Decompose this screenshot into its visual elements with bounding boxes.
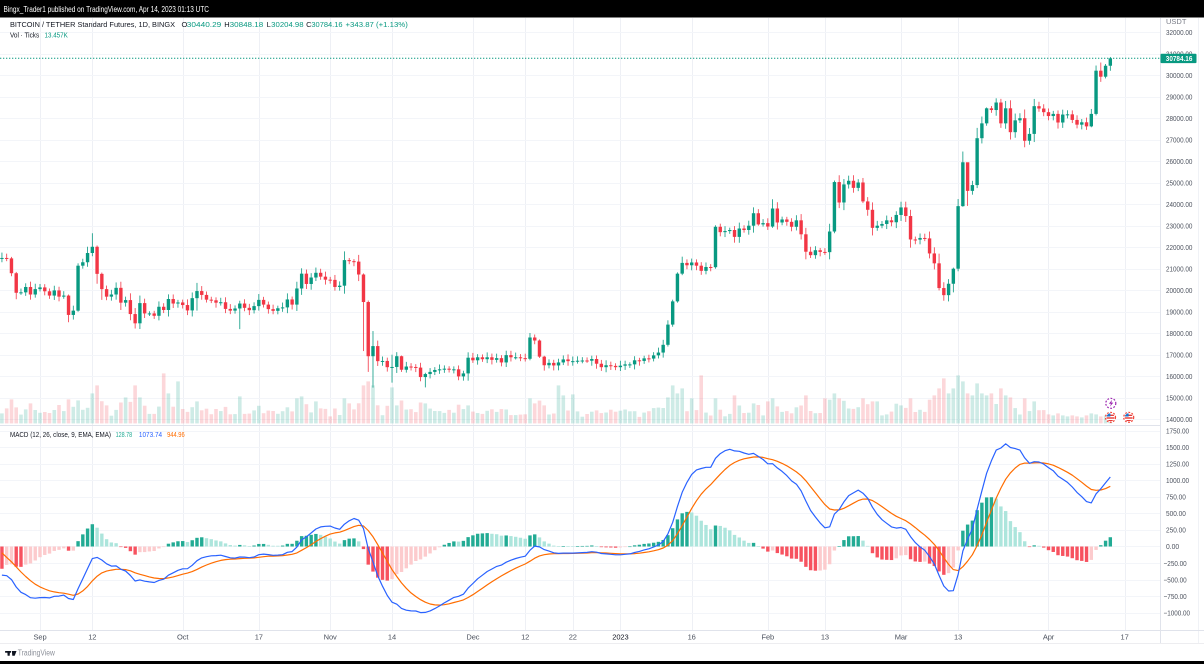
svg-text:500.00: 500.00 <box>1166 509 1186 518</box>
svg-text:16: 16 <box>688 633 696 642</box>
svg-text:14: 14 <box>388 633 396 642</box>
svg-text:17: 17 <box>1121 633 1129 642</box>
svg-text:21000.00: 21000.00 <box>1166 264 1192 273</box>
svg-text:22000.00: 22000.00 <box>1166 243 1192 252</box>
svg-text:20000.00: 20000.00 <box>1166 286 1192 295</box>
svg-text:O: O <box>182 20 188 29</box>
svg-text:32000.00: 32000.00 <box>1166 28 1192 37</box>
svg-text:−1000.00: −1000.00 <box>1164 608 1190 617</box>
svg-text:L: L <box>267 20 271 29</box>
svg-text:15000.00: 15000.00 <box>1166 393 1192 402</box>
svg-text:128.78: 128.78 <box>116 430 133 439</box>
svg-text:30000.00: 30000.00 <box>1166 71 1192 80</box>
svg-text:29000.00: 29000.00 <box>1166 92 1192 101</box>
svg-text:+343.87 (+1.13%): +343.87 (+1.13%) <box>346 20 409 29</box>
svg-text:22: 22 <box>569 633 577 642</box>
svg-text:17: 17 <box>255 633 263 642</box>
svg-text:H: H <box>224 20 229 29</box>
svg-text:Vol · Ticks: Vol · Ticks <box>10 31 39 40</box>
svg-text:24000.00: 24000.00 <box>1166 200 1192 209</box>
svg-text:Dec: Dec <box>466 633 479 642</box>
svg-text:250.00: 250.00 <box>1166 526 1186 535</box>
svg-text:13: 13 <box>954 633 962 642</box>
svg-text:USDT: USDT <box>1166 17 1187 26</box>
svg-text:Mar: Mar <box>895 633 908 642</box>
svg-text:MACD (12, 26, close, 9, EMA, E: MACD (12, 26, close, 9, EMA, EMA) <box>10 430 111 439</box>
svg-text:Bingx_Trader1 published on Tra: Bingx_Trader1 published on TradingView.c… <box>4 5 210 14</box>
svg-text:Feb: Feb <box>761 633 774 642</box>
svg-text:13: 13 <box>821 633 829 642</box>
svg-text:26000.00: 26000.00 <box>1166 157 1192 166</box>
svg-text:C: C <box>306 20 312 29</box>
svg-text:30848.18: 30848.18 <box>230 20 264 29</box>
svg-text:14000.00: 14000.00 <box>1166 415 1192 424</box>
svg-text:25000.00: 25000.00 <box>1166 178 1192 187</box>
svg-text:13.457K: 13.457K <box>45 31 68 40</box>
svg-text:−500.00: −500.00 <box>1164 575 1187 584</box>
svg-text:12: 12 <box>521 633 529 642</box>
svg-text:−250.00: −250.00 <box>1164 559 1187 568</box>
svg-text:28000.00: 28000.00 <box>1166 114 1192 123</box>
svg-text:23000.00: 23000.00 <box>1166 221 1192 230</box>
svg-text:1750.00: 1750.00 <box>1166 426 1189 435</box>
svg-text:Nov: Nov <box>324 633 337 642</box>
svg-text:944.96: 944.96 <box>167 430 185 439</box>
svg-text:1073.74: 1073.74 <box>139 430 162 439</box>
svg-text:30784.16: 30784.16 <box>311 20 342 29</box>
svg-text:1500.00: 1500.00 <box>1166 443 1189 452</box>
svg-text:12: 12 <box>88 633 96 642</box>
svg-text:BITCOIN / TETHER Standard Futu: BITCOIN / TETHER Standard Futures, 1D, B… <box>10 20 175 29</box>
svg-text:−750.00: −750.00 <box>1164 592 1187 601</box>
svg-text:19000.00: 19000.00 <box>1166 307 1192 316</box>
svg-text:30784.16: 30784.16 <box>1166 54 1193 63</box>
svg-text:TradingView: TradingView <box>18 648 55 657</box>
svg-text:17000.00: 17000.00 <box>1166 350 1192 359</box>
svg-text:0.00: 0.00 <box>1166 542 1179 551</box>
svg-text:Sep: Sep <box>33 633 46 642</box>
svg-text:Apr: Apr <box>1043 633 1055 642</box>
svg-text:1000.00: 1000.00 <box>1166 476 1189 485</box>
svg-text:Oct: Oct <box>177 633 189 642</box>
svg-text:27000.00: 27000.00 <box>1166 135 1192 144</box>
svg-text:2023: 2023 <box>612 633 628 642</box>
svg-text:16000.00: 16000.00 <box>1166 372 1192 381</box>
svg-text:30440.29: 30440.29 <box>187 20 222 29</box>
svg-text:18000.00: 18000.00 <box>1166 329 1192 338</box>
svg-text:750.00: 750.00 <box>1166 493 1186 502</box>
svg-text:30204.98: 30204.98 <box>271 20 303 29</box>
svg-text:1250.00: 1250.00 <box>1166 459 1189 468</box>
